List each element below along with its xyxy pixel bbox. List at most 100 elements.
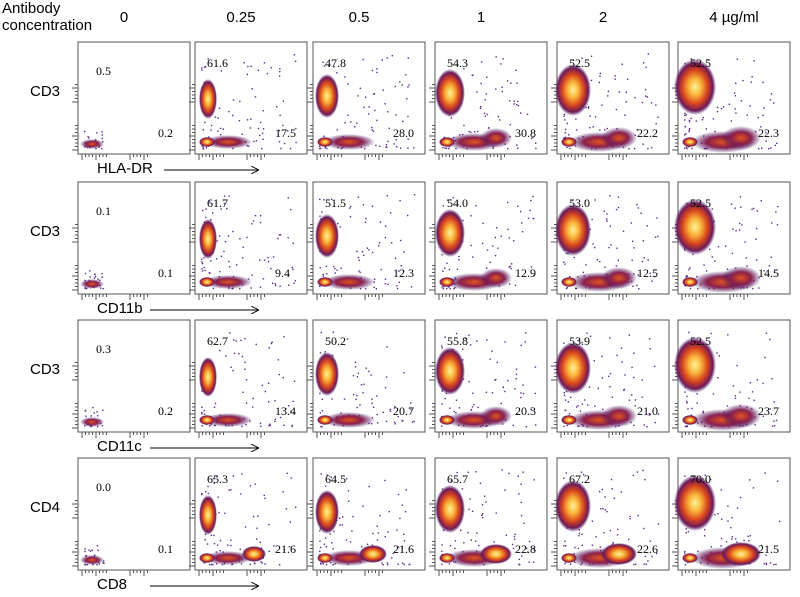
lower-percentage: 22.6 <box>637 542 658 556</box>
event-dot <box>294 280 297 282</box>
density-blob <box>80 139 104 149</box>
event-dot <box>564 563 566 565</box>
event-dot <box>529 209 531 212</box>
event-dot <box>356 376 359 378</box>
lower-percentage: 22.2 <box>637 126 658 140</box>
event-dot <box>530 266 533 268</box>
event-dot <box>740 206 742 208</box>
lower-percentage: 13.4 <box>275 404 296 418</box>
event-dot <box>101 134 103 136</box>
event-dot <box>515 373 518 376</box>
event-dot <box>736 541 738 543</box>
event-dot <box>294 506 297 509</box>
event-dot <box>357 95 359 97</box>
event-dot <box>484 99 486 101</box>
event-dot <box>633 352 635 354</box>
event-dot <box>454 540 457 542</box>
event-dot <box>358 259 360 262</box>
density-blob <box>674 199 716 255</box>
event-dot <box>657 235 659 238</box>
event-dot <box>385 144 388 146</box>
event-dot <box>746 114 748 116</box>
x-axis-label: CD11b <box>97 300 143 317</box>
density-blob <box>199 495 217 535</box>
density-blob <box>682 553 698 563</box>
event-dot <box>646 225 648 227</box>
event-dot <box>263 62 266 64</box>
event-dot <box>201 425 203 427</box>
event-dot <box>695 120 697 122</box>
event-dot <box>770 256 772 258</box>
event-dot <box>259 214 262 217</box>
density-blob <box>199 553 215 563</box>
event-dot <box>336 269 338 271</box>
event-dot <box>756 379 758 381</box>
event-dot <box>686 275 689 278</box>
event-dot <box>283 142 286 145</box>
event-dot <box>684 147 686 150</box>
event-dot <box>643 256 645 259</box>
event-dot <box>382 89 384 91</box>
event-dot <box>245 402 248 404</box>
event-dot <box>495 378 497 381</box>
event-dot <box>524 341 526 343</box>
event-dot <box>754 424 756 426</box>
event-dot <box>632 474 635 477</box>
event-dot <box>325 563 328 566</box>
event-dot <box>566 424 568 427</box>
event-dot <box>468 508 470 511</box>
event-dot <box>96 563 98 566</box>
event-dot <box>384 225 387 227</box>
event-dot <box>500 63 502 65</box>
event-dot <box>657 116 659 118</box>
event-dot <box>279 234 282 236</box>
event-dot <box>565 287 568 290</box>
event-dot <box>235 340 237 342</box>
event-dot <box>228 260 230 263</box>
event-dot <box>606 510 608 513</box>
event-dot <box>709 248 711 250</box>
event-dot <box>396 287 399 290</box>
event-dot <box>259 259 261 261</box>
upper-percentage: 52.5 <box>569 56 590 70</box>
event-dot <box>441 254 443 256</box>
event-dot <box>507 228 509 231</box>
event-dot <box>599 260 601 263</box>
event-dot <box>241 425 243 428</box>
event-dot <box>213 482 215 485</box>
event-dot <box>387 283 389 285</box>
event-dot <box>332 331 335 333</box>
event-dot <box>520 501 523 504</box>
event-dot <box>261 147 263 150</box>
event-dot <box>684 563 687 566</box>
event-dot <box>612 542 614 544</box>
event-dot <box>293 282 295 285</box>
event-dot <box>657 413 660 415</box>
event-dot <box>734 108 736 110</box>
event-dot <box>614 75 616 77</box>
event-dot <box>294 60 297 63</box>
event-dot <box>384 103 386 105</box>
event-dot <box>348 500 350 502</box>
event-dot <box>684 119 686 121</box>
event-dot <box>354 366 357 368</box>
event-dot <box>325 265 328 267</box>
event-dot <box>361 250 364 253</box>
event-dot <box>513 240 515 242</box>
event-dot <box>232 99 235 101</box>
event-dot <box>577 547 580 550</box>
event-dot <box>738 229 741 231</box>
event-dot <box>377 532 380 534</box>
event-dot <box>572 59 575 62</box>
density-blob <box>439 277 455 287</box>
event-dot <box>278 75 281 77</box>
event-dot <box>634 399 637 401</box>
event-dot <box>371 402 373 405</box>
event-dot <box>238 120 241 122</box>
event-dot <box>471 406 474 408</box>
event-dot <box>354 126 356 128</box>
event-dot <box>739 496 742 499</box>
event-dot <box>293 380 296 382</box>
event-dot <box>716 110 719 113</box>
event-dot <box>389 408 391 411</box>
